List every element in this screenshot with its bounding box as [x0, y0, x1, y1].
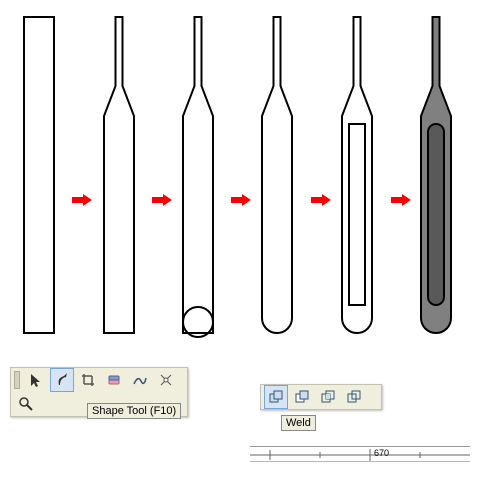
- shape-tool-tooltip: Shape Tool (F10): [87, 403, 181, 419]
- flyout-handle[interactable]: [14, 371, 20, 389]
- shaping-toolbar-panel: Weld: [260, 384, 382, 410]
- trim-button[interactable]: [290, 385, 314, 409]
- shape-toolbox-panel: Shape Tool (F10): [10, 367, 188, 417]
- zoom-tool-button[interactable]: [14, 392, 38, 416]
- toolbox-row-1: [11, 368, 187, 392]
- weld-button[interactable]: [264, 385, 288, 409]
- transform-tool-button[interactable]: [154, 368, 178, 392]
- weld-tooltip: Weld: [281, 415, 316, 431]
- ruler-label: 670: [374, 448, 389, 458]
- shape-tool-button[interactable]: [50, 368, 74, 392]
- simplify-button[interactable]: [342, 385, 366, 409]
- crop-tool-button[interactable]: [76, 368, 100, 392]
- tool-evolution-diagram: [0, 0, 500, 360]
- intersect-button[interactable]: [316, 385, 340, 409]
- freehand-tool-button[interactable]: [128, 368, 152, 392]
- ruler: 670: [250, 446, 470, 462]
- shaping-row: [261, 385, 381, 409]
- eraser-tool-button[interactable]: [102, 368, 126, 392]
- pick-tool-button[interactable]: [24, 368, 48, 392]
